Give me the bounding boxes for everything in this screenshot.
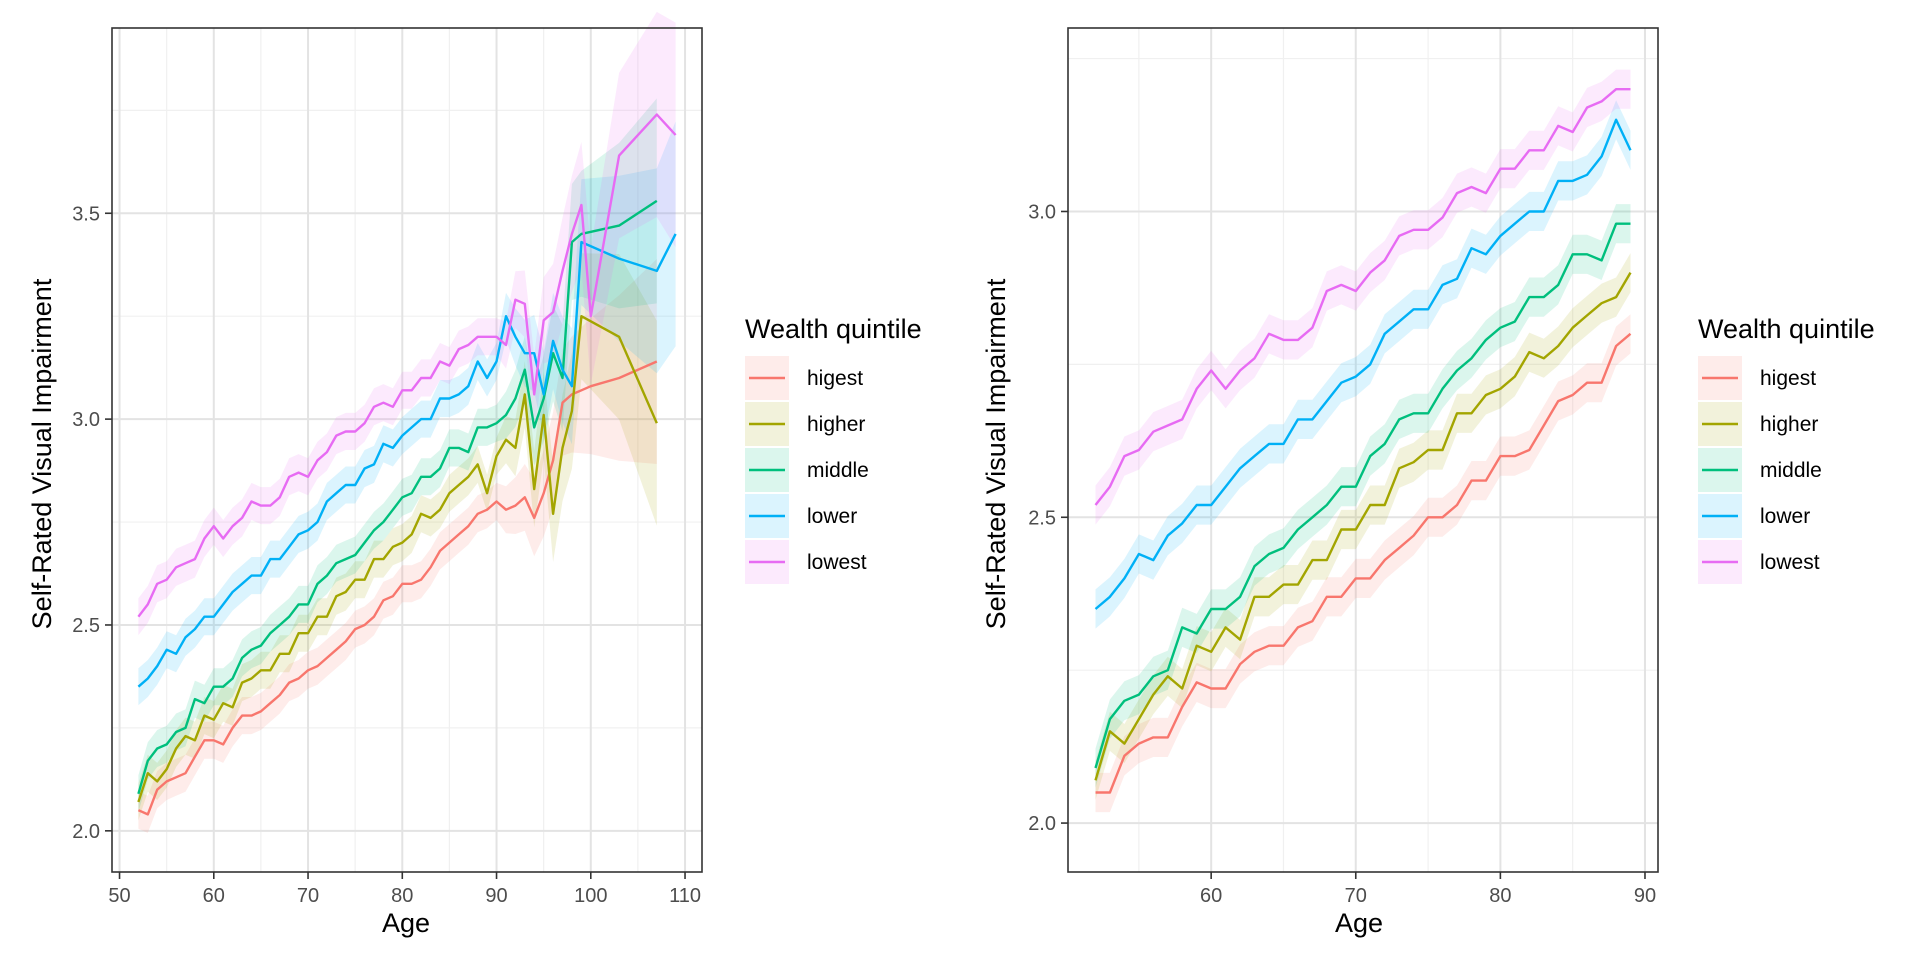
legend-entries: higest higher middle lower lowest bbox=[1698, 356, 1822, 584]
series-line-middle bbox=[137, 199, 658, 795]
legend-item-lower: lower bbox=[1698, 494, 1810, 538]
legend-item-higher: higher bbox=[1698, 402, 1818, 446]
legend-label-higest: higest bbox=[1760, 367, 1816, 390]
legend-label-higest: higest bbox=[807, 367, 863, 390]
legend-label-lowest: lowest bbox=[1760, 551, 1820, 574]
legend: Wealth quintile higest higher middle lower l… bbox=[1698, 314, 1875, 584]
series-line-middle bbox=[1094, 222, 1631, 769]
legend-label-lower: lower bbox=[807, 505, 857, 528]
x-tick-label: 50 bbox=[108, 885, 130, 907]
legend-label-higher: higher bbox=[1760, 413, 1818, 436]
series-line-higher bbox=[137, 315, 658, 803]
legend-label-lower: lower bbox=[1760, 505, 1810, 528]
confidence-band-lower bbox=[1095, 100, 1631, 629]
x-tick-label: 70 bbox=[297, 885, 319, 907]
plot-border bbox=[1067, 27, 1659, 873]
confidence-band-middle bbox=[138, 98, 657, 813]
x-tick-label: 70 bbox=[1345, 885, 1367, 907]
confidence-band-higest bbox=[1095, 314, 1631, 813]
x-tick-label: 100 bbox=[574, 885, 607, 907]
legend-item-middle: middle bbox=[1698, 448, 1822, 492]
x-axis-title: Age bbox=[1335, 908, 1383, 938]
series-line-lowest bbox=[1094, 87, 1631, 506]
legend-item-lowest: lowest bbox=[745, 540, 867, 584]
confidence-band-higest bbox=[138, 259, 657, 833]
y-axis-title: Self-Rated Visual Impairment bbox=[27, 278, 57, 629]
legend-item-higest: higest bbox=[745, 356, 863, 400]
legend-item-lower: lower bbox=[745, 494, 857, 538]
series-line-higest bbox=[1095, 332, 1632, 794]
x-axis-title: Age bbox=[382, 908, 430, 938]
confidence-band-lowest bbox=[1095, 69, 1631, 525]
y-tick-label: 2.0 bbox=[72, 821, 100, 843]
legend-label-lowest: lowest bbox=[807, 551, 867, 574]
x-tick-label: 60 bbox=[203, 885, 225, 907]
y-tick-label: 2.5 bbox=[1028, 507, 1056, 529]
series-line-lowest bbox=[137, 113, 677, 618]
legend-title: Wealth quintile bbox=[745, 314, 922, 344]
series-line-lower bbox=[1094, 118, 1632, 610]
series-line-higest bbox=[137, 360, 658, 816]
confidence-band-middle bbox=[1095, 204, 1631, 788]
y-tick-label: 3.0 bbox=[72, 409, 100, 431]
x-tick-label: 90 bbox=[485, 885, 507, 907]
legend-label-higher: higher bbox=[807, 413, 865, 436]
y-tick-label: 3.0 bbox=[1028, 201, 1056, 223]
legend-item-higher: higher bbox=[745, 402, 865, 446]
x-tick-label: 80 bbox=[1489, 885, 1511, 907]
series-line-higher bbox=[1094, 271, 1632, 781]
plot-area: 50 60 70 80 90 100 110 2.0 2.5 3.0 3.5 bbox=[72, 11, 703, 907]
plot-background bbox=[112, 28, 702, 872]
legend-item-lowest: lowest bbox=[1698, 540, 1820, 584]
y-tick-label: 2.0 bbox=[1028, 813, 1056, 835]
legend: Wealth quintile higest higher middle lower l… bbox=[745, 314, 922, 584]
legend-label-middle: middle bbox=[1760, 459, 1822, 482]
plot-background bbox=[1068, 28, 1658, 872]
y-axis-title: Self-Rated Visual Impairment bbox=[981, 278, 1011, 629]
y-tick-label: 2.5 bbox=[72, 615, 100, 637]
legend-label-middle: middle bbox=[807, 459, 869, 482]
right-chart-panel: 60 70 80 90 2.0 2.5 3.0 Self-Rated Visual Impa… bbox=[981, 27, 1875, 938]
left-chart-panel: 50 60 70 80 90 100 110 2.0 2.5 3.0 3.5 Self-Rated … bbox=[27, 11, 922, 938]
legend-item-middle: middle bbox=[745, 448, 869, 492]
legend-title: Wealth quintile bbox=[1698, 314, 1875, 344]
plot-border bbox=[111, 27, 703, 873]
confidence-band-higher bbox=[138, 253, 657, 821]
x-tick-label: 90 bbox=[1634, 885, 1656, 907]
legend-item-higest: higest bbox=[1698, 356, 1816, 400]
confidence-band-lowest bbox=[138, 11, 676, 636]
y-tick-label: 3.5 bbox=[72, 203, 100, 225]
plot-area: 60 70 80 90 2.0 2.5 3.0 bbox=[1028, 27, 1659, 907]
x-tick-label: 60 bbox=[1200, 885, 1222, 907]
legend-entries: higest higher middle lower lowest bbox=[745, 356, 869, 584]
x-tick-label: 80 bbox=[391, 885, 413, 907]
x-tick-label: 110 bbox=[669, 885, 701, 907]
